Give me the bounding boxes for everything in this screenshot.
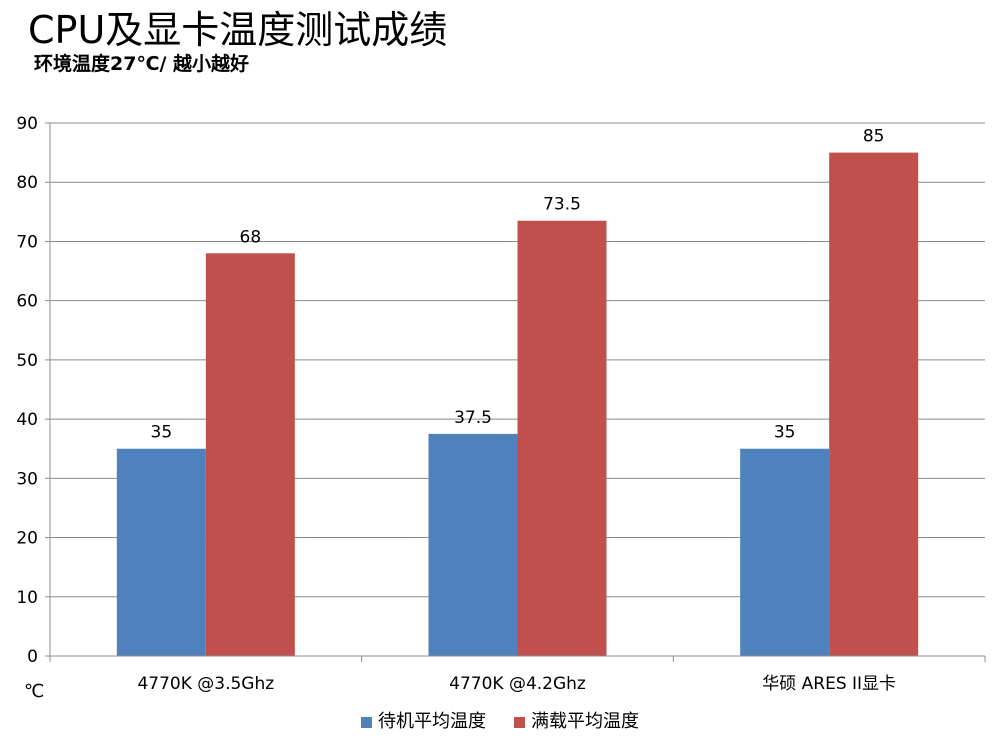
- bar: [829, 152, 919, 656]
- legend-label-idle: 待机平均温度: [378, 711, 486, 732]
- y-tick-label: 30: [16, 469, 38, 489]
- y-tick-label: 0: [27, 647, 38, 667]
- y-tick-label: 90: [16, 114, 38, 134]
- bar: [517, 220, 607, 656]
- data-label: 35: [151, 423, 173, 443]
- data-label: 35: [774, 423, 796, 443]
- data-label: 68: [240, 227, 262, 247]
- legend-swatch-load: [514, 716, 525, 728]
- legend-label-load: 满载平均温度: [531, 711, 639, 732]
- y-tick-label: 50: [16, 351, 38, 371]
- bar: [205, 253, 295, 657]
- legend-item-idle: 待机平均温度: [361, 710, 486, 734]
- y-tick-label: 60: [16, 292, 38, 312]
- y-unit-label: ℃: [24, 681, 44, 702]
- y-tick-label: 70: [16, 232, 38, 252]
- bars: [116, 152, 919, 657]
- x-category-label: 华硕 ARES II显卡: [762, 674, 896, 694]
- y-tick-label: 40: [16, 410, 38, 430]
- x-category-label: 4770K @4.2Ghz: [449, 674, 586, 694]
- chart-subtitle: 环境温度27℃/ 越小越好: [34, 53, 250, 75]
- data-label: 85: [863, 127, 885, 147]
- y-tick-label: 80: [16, 173, 38, 193]
- labels: 0 10 20 30 40 50 60 70 80 90 35 68 4770K @3.5Ghz 37.5…: [16, 114, 896, 702]
- legend-item-load: 满载平均温度: [514, 710, 639, 734]
- x-category-label: 4770K @3.5Ghz: [137, 674, 274, 694]
- data-label: 73.5: [543, 195, 581, 215]
- chart-title: CPU及显卡温度测试成绩: [28, 8, 448, 52]
- legend: 待机平均温度 满载平均温度: [0, 710, 1000, 734]
- bar: [116, 448, 206, 656]
- y-tick-label: 20: [16, 529, 38, 549]
- legend-swatch-idle: [361, 716, 372, 728]
- y-tick-label: 10: [16, 588, 38, 608]
- bar: [428, 433, 518, 656]
- bar: [740, 448, 830, 656]
- axes: [45, 122, 986, 662]
- data-label: 37.5: [454, 408, 492, 428]
